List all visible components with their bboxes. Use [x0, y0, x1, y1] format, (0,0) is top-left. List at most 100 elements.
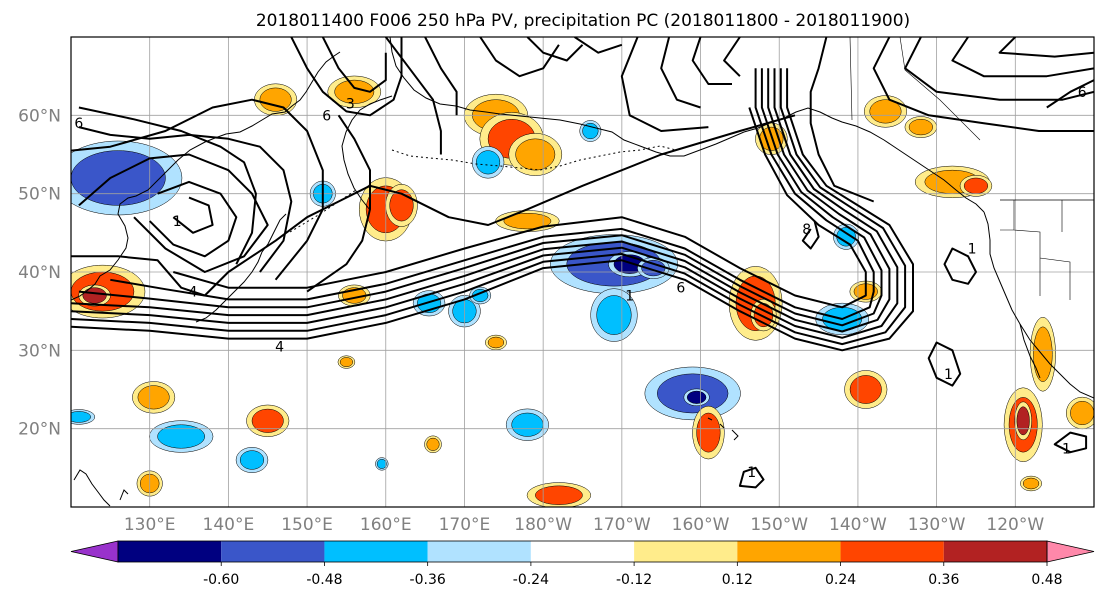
colorbar-segment — [530, 541, 635, 562]
colorbar-tick-label: -0.24 — [513, 572, 549, 588]
pv-contour-line — [306, 114, 371, 293]
contour-label: 6 — [322, 108, 331, 124]
contour-label: 8 — [802, 222, 811, 238]
pv-contour-line — [71, 98, 324, 281]
graticule — [71, 37, 1094, 507]
precip-blob — [251, 408, 284, 433]
colorbar-tick-label: -0.12 — [616, 572, 652, 588]
precip-blob — [963, 177, 989, 194]
coast-aleutians — [391, 145, 677, 171]
coast-north-america — [983, 211, 1094, 399]
lon-tick-label: 130°W — [908, 515, 966, 535]
pv-contour-line — [951, 37, 1094, 78]
lat-tick-label: 50°N — [18, 185, 61, 205]
lon-tick-label: 120°W — [986, 515, 1044, 535]
coast-alaska — [389, 37, 985, 213]
precip-blob — [1070, 401, 1094, 425]
precip-blob — [596, 295, 632, 335]
pv-contour-line — [78, 153, 269, 273]
contour-label: 4 — [189, 285, 198, 301]
coastlines — [71, 37, 1094, 507]
coast-kuril — [289, 189, 357, 233]
precip-blob — [503, 213, 552, 230]
lat-tick-label: 30°N — [18, 341, 61, 361]
contour-label: 4 — [275, 339, 284, 355]
precip-blob — [137, 385, 170, 410]
lon-tick-label: 160°E — [360, 515, 412, 535]
pv-contour-line — [385, 37, 442, 155]
colorbar-tick-label: -0.48 — [306, 572, 342, 588]
contour-label: 1 — [173, 214, 182, 230]
coast-philippines — [73, 469, 129, 507]
colorbar-tick-label: -0.60 — [203, 572, 239, 588]
lon-tick-label: 170°W — [593, 515, 651, 535]
colorbar-segment — [324, 541, 428, 562]
pv-contour-line — [872, 37, 1094, 132]
precip-blob — [908, 119, 933, 136]
precip-blob — [686, 390, 707, 404]
colorbar-tick-label: 0.24 — [825, 572, 856, 588]
pv-contour-line — [71, 68, 914, 352]
precip-blob — [515, 138, 556, 171]
precip-blob — [487, 336, 505, 349]
pv-contour-closed — [1053, 431, 1088, 454]
pv-contour-line — [78, 126, 293, 273]
lon-tick-label: 170°E — [439, 515, 491, 535]
precip-blob — [71, 411, 91, 423]
contour-label: 1 — [968, 242, 977, 258]
pv-contour-line — [998, 37, 1094, 58]
precip-blob — [849, 375, 882, 404]
lon-tick-label: 160°W — [672, 515, 730, 535]
precip-blob — [157, 424, 206, 449]
pv-contour-line — [71, 68, 899, 339]
colorbar-segment — [634, 541, 738, 562]
pv-contour-line — [78, 106, 257, 265]
pv-contour-closed — [738, 466, 765, 489]
pv-contour-closed — [943, 247, 977, 285]
colorbar-tick-label: 0.36 — [928, 572, 959, 588]
lon-tick-label: 150°W — [750, 515, 808, 535]
precip-blob — [334, 79, 375, 104]
colorbar-segment — [737, 541, 841, 562]
colorbar-segment — [427, 541, 531, 562]
pv-contour-line — [172, 196, 214, 234]
pv-contour-line — [78, 68, 883, 327]
pv-contour-line — [723, 37, 741, 77]
lat-tick-label: 40°N — [18, 263, 61, 283]
colorbar-segment — [943, 541, 1047, 562]
pv-contour-line — [660, 37, 701, 109]
pv-contour-line — [71, 68, 891, 333]
chart-title: 2018011400 F006 250 hPa PV, precipitatio… — [256, 11, 910, 31]
lon-tick-label: 130°E — [124, 515, 176, 535]
pv-contour-line — [801, 220, 820, 250]
lat-tick-label: 20°N — [18, 420, 61, 440]
coast-hawaii — [707, 417, 739, 441]
pv-contour-line — [620, 37, 709, 132]
precip-blob — [696, 412, 721, 453]
precip-blob — [535, 485, 583, 505]
lon-tick-label: 140°E — [203, 515, 255, 535]
pv-contour-line — [526, 37, 584, 62]
precip-blob — [339, 357, 353, 368]
lon-tick-label: 140°W — [829, 515, 887, 535]
coast-japan — [195, 213, 287, 323]
pv-contour-line — [173, 107, 867, 309]
pv-contour-line — [479, 37, 560, 78]
colorbar-segment — [118, 541, 222, 562]
colorbar-tick-label: 0.48 — [1031, 572, 1062, 588]
lon-tick-label: 180°W — [514, 515, 572, 535]
pv-contour-line — [904, 37, 1094, 101]
precip-blob — [239, 450, 265, 470]
contour-label: 6 — [74, 116, 83, 132]
coast-asia — [71, 51, 341, 301]
latitude-labels: 20°N 30°N 40°N 50°N 60°N — [18, 106, 61, 439]
colorbar — [70, 540, 1095, 563]
contour-label: 1 — [944, 367, 953, 383]
coast-baja — [1019, 323, 1041, 379]
contour-label: 1 — [625, 289, 634, 305]
colorbar-extend-high — [1046, 540, 1095, 563]
longitude-labels: 130°E 140°E 150°E 160°E 170°E 180°W 170°W 160°W… — [124, 515, 1045, 535]
pv-contours — [71, 37, 1094, 489]
precip-blob — [1022, 477, 1040, 490]
